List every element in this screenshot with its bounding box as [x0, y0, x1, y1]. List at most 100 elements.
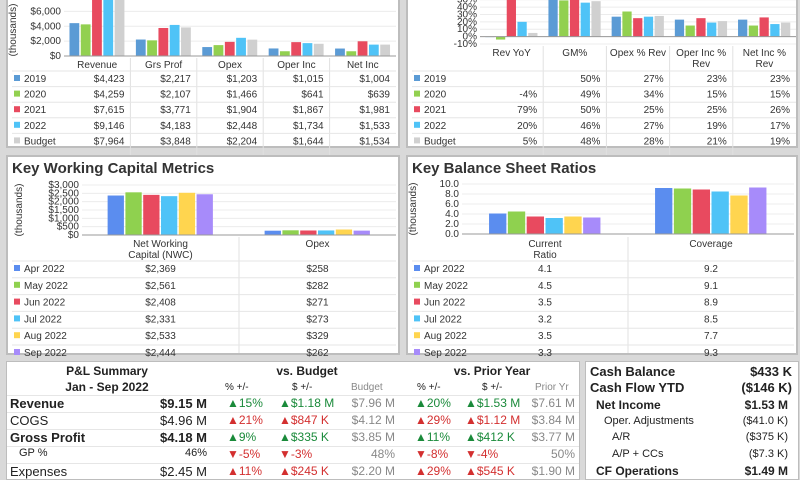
bar — [335, 229, 353, 235]
bar — [517, 21, 527, 37]
legend-label: Jul 2022 — [424, 314, 462, 325]
bar — [495, 36, 506, 40]
prior-dollar-change: ▲$1.12 M — [465, 413, 521, 427]
legend-label: 2020 — [24, 90, 47, 101]
table-value: $1,981 — [359, 105, 390, 116]
bar — [580, 2, 590, 37]
prior-pct-change: ▲29% — [415, 413, 451, 427]
working-capital-title: Key Working Capital Metrics — [12, 160, 215, 177]
bar — [559, 0, 569, 37]
y-axis-label: (thousands) — [408, 183, 419, 236]
category-label: Net Inc % — [743, 48, 786, 59]
category-label: Coverage — [689, 239, 733, 250]
cash-row-label: A/P + CCs — [612, 447, 664, 460]
pl-row-label: Revenue — [10, 396, 65, 411]
legend-swatch — [414, 75, 420, 81]
y-tick-label: $1,500 — [48, 205, 79, 216]
y-tick-label: $2,000 — [48, 197, 79, 208]
prior-value: 50% — [550, 447, 575, 461]
bar — [335, 48, 345, 56]
bar — [202, 47, 213, 56]
pl-row-value: $9.15 M — [160, 396, 207, 411]
table-value: $1,644 — [293, 136, 324, 147]
bar — [147, 40, 157, 56]
table-value: $3,771 — [160, 105, 191, 116]
bar — [685, 25, 695, 37]
table-value: $1,867 — [293, 105, 324, 116]
legend-swatch — [414, 106, 420, 113]
pl-annual-chart: $0 $2,000 $4,000 $6,000 (thousands) Revenue Gr… — [8, 0, 396, 156]
cash-balance-value: $433 K — [750, 364, 792, 379]
pl-row-value: $4.18 M — [160, 430, 207, 445]
bar — [178, 192, 196, 235]
pl-summary-title: P&L Summary — [66, 364, 148, 378]
legend-label: Aug 2022 — [424, 331, 467, 342]
table-value: 50% — [580, 105, 600, 116]
table-value: $329 — [306, 331, 329, 342]
category-label: GM% — [562, 48, 587, 59]
table-value: 20% — [517, 121, 537, 132]
bar — [302, 43, 313, 56]
table-value: $1,203 — [227, 74, 258, 85]
bar — [268, 48, 279, 56]
table-value: $2,533 — [145, 331, 176, 342]
cash-flow-label: Cash Flow YTD — [590, 380, 685, 395]
table-value: $2,369 — [145, 264, 176, 275]
legend-label: Sep 2022 — [424, 348, 467, 359]
table-value: $9,146 — [94, 121, 125, 132]
legend-label: 2022 — [424, 121, 447, 132]
table-value: 15% — [707, 90, 727, 101]
bar — [125, 192, 142, 235]
table-value: $4,259 — [94, 90, 125, 101]
table-value: 8.9 — [704, 298, 718, 309]
legend-swatch — [414, 137, 420, 144]
table-value: 21% — [707, 136, 727, 147]
table-value: $4,183 — [160, 121, 191, 132]
legend-swatch — [14, 349, 20, 355]
y-axis-label: (thousands) — [14, 184, 25, 237]
legend-label: 2021 — [24, 105, 47, 116]
table-value: 9.3 — [704, 348, 718, 359]
y-axis-label: (thousands) — [8, 4, 19, 57]
table-value: $282 — [306, 281, 329, 292]
budget-value: $7.96 M — [351, 396, 395, 410]
bar — [591, 1, 601, 37]
legend-swatch — [14, 298, 20, 305]
cash-row-label: Net Income — [596, 398, 661, 412]
table-value: $1,466 — [227, 90, 258, 101]
budget-col-header: Budget — [351, 382, 383, 393]
pl-row-divider — [7, 429, 579, 430]
category-label: Oper Inc % — [676, 48, 726, 59]
legend-swatch — [414, 332, 420, 339]
table-value: 48% — [580, 136, 600, 147]
cash-row-label: Oper. Adjustments — [604, 414, 694, 427]
bar — [781, 22, 791, 37]
bar — [196, 194, 213, 235]
bar — [380, 44, 391, 56]
budget-value: $3.85 M — [351, 430, 395, 444]
budget-dollar-change: ▲$847 K — [279, 413, 329, 427]
bar — [161, 196, 178, 235]
prior-dollar-header: $ +/- — [482, 382, 503, 393]
bar — [528, 32, 538, 37]
legend-label: 2022 — [24, 121, 47, 132]
category-label: Capital (NWC) — [128, 250, 192, 261]
legend-swatch — [414, 298, 420, 305]
y-tick-label: 50% — [457, 0, 477, 6]
bar — [507, 211, 526, 234]
cash-row-value: ($7.3 K) — [748, 447, 788, 460]
bar — [545, 218, 563, 234]
table-value: $2,444 — [145, 348, 176, 359]
cash-row-label: CF Operations — [596, 464, 679, 478]
prior-pct-change: ▲11% — [415, 430, 451, 444]
table-value: $1,534 — [359, 136, 390, 147]
cash-row-label: A/R — [612, 431, 631, 443]
table-value: 23% — [770, 74, 790, 85]
table-value: $7,615 — [94, 105, 125, 116]
bar — [282, 230, 299, 235]
budget-value: 48% — [370, 447, 395, 461]
table-value: $1,533 — [359, 121, 390, 132]
bar — [224, 41, 235, 56]
y-tick-label: 2.0 — [445, 219, 459, 230]
bar — [353, 230, 370, 235]
